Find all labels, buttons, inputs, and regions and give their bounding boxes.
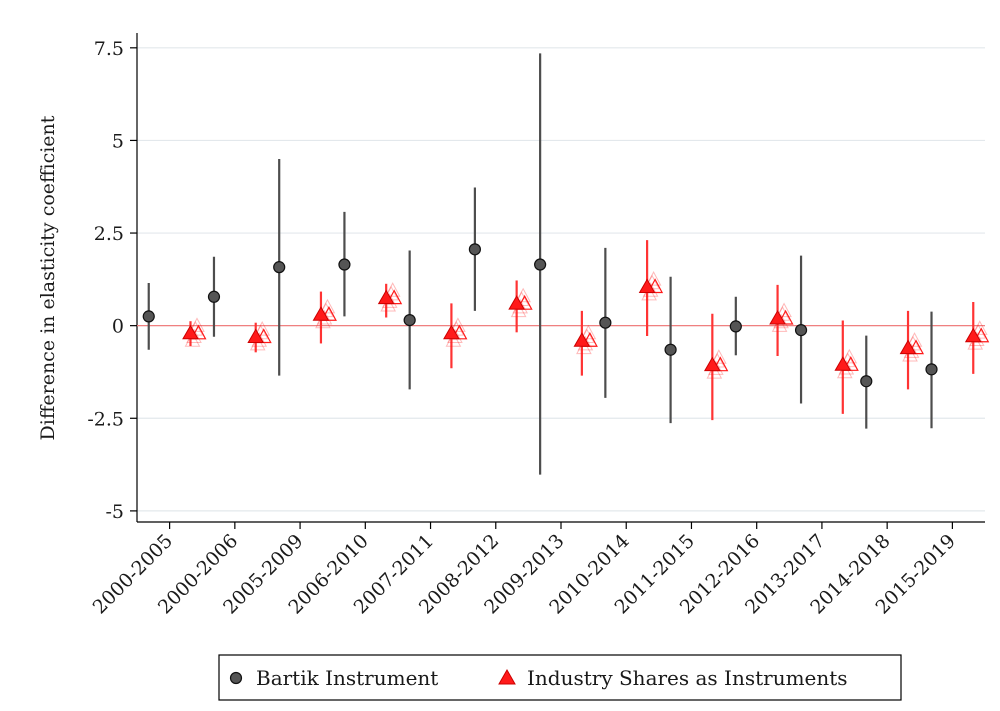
sensitivity-marker <box>189 317 205 332</box>
y-tick-label: 0 <box>112 316 124 338</box>
data-point <box>638 278 656 294</box>
y-tick-label: -2.5 <box>87 408 124 430</box>
legend-label-bartik: Bartik Instrument <box>256 666 438 690</box>
series-industry-shares <box>182 240 990 421</box>
data-point <box>338 258 351 271</box>
sensitivity-marker <box>706 364 723 379</box>
sensitivity-marker <box>445 332 462 347</box>
data-point <box>573 332 591 347</box>
sensitivity-marker <box>841 348 858 364</box>
y-tick-label: 7.5 <box>94 38 124 60</box>
data-point <box>703 356 721 372</box>
grid-lines <box>137 47 985 512</box>
legend-marker-bartik <box>229 671 243 685</box>
data-point <box>273 261 286 274</box>
data-point <box>247 328 265 344</box>
data-point <box>599 316 612 329</box>
data-point <box>443 324 460 340</box>
sensitivity-marker <box>836 363 853 379</box>
y-axis: 7.5 5 2.5 0 -2.5 -5 <box>87 33 138 523</box>
sensitivity-marker <box>450 317 466 332</box>
data-point <box>899 339 917 355</box>
sensitivity-marker <box>902 346 918 362</box>
data-point <box>769 309 786 325</box>
data-point <box>403 314 416 327</box>
data-point <box>834 356 852 371</box>
data-point <box>312 306 330 321</box>
sensitivity-marker <box>510 302 527 318</box>
series-bartik <box>142 53 938 475</box>
data-point <box>664 343 677 356</box>
sensitivity-marker <box>319 298 336 314</box>
sensitivity-marker <box>967 335 984 350</box>
sensitivity-marker <box>184 332 201 347</box>
data-point <box>794 324 808 337</box>
data-point <box>534 258 547 271</box>
data-point <box>142 310 155 323</box>
data-point <box>925 363 938 376</box>
y-tick-label: -5 <box>105 501 124 523</box>
data-point <box>964 327 982 343</box>
sensitivity-marker <box>515 287 531 303</box>
legend-marker-industry-shares <box>498 668 516 685</box>
sensitivity-marker <box>254 321 271 336</box>
data-point <box>508 295 526 310</box>
sensitivity-marker <box>771 317 788 332</box>
sensitivity-marker <box>384 282 401 297</box>
sensitivity-marker <box>641 285 657 301</box>
legend: Bartik Instrument Industry Shares as Ins… <box>218 654 902 701</box>
data-point <box>182 324 199 340</box>
legend-box <box>218 654 902 701</box>
sensitivity-marker <box>576 339 592 355</box>
data-point <box>729 320 742 333</box>
x-axis: 2000-20052000-20062005-20092006-20102007… <box>89 521 985 618</box>
data-point <box>468 243 481 256</box>
data-point <box>377 289 395 305</box>
sensitivity-marker <box>906 332 923 347</box>
y-tick-label: 2.5 <box>94 223 124 245</box>
legend-label-industry-shares: Industry Shares as Instruments <box>527 666 848 690</box>
sensitivity-marker <box>776 302 792 318</box>
data-point <box>207 290 221 303</box>
sensitivity-marker <box>971 320 988 335</box>
sensitivity-marker <box>580 324 597 340</box>
y-tick-label: 5 <box>112 130 124 152</box>
sensitivity-marker <box>380 296 397 312</box>
y-axis-title: Difference in elasticity coefficient <box>37 115 59 440</box>
data-point <box>860 375 873 388</box>
sensitivity-marker <box>315 313 331 329</box>
sensitivity-marker <box>249 335 266 351</box>
sensitivity-marker <box>645 271 662 286</box>
sensitivity-marker <box>710 349 727 364</box>
